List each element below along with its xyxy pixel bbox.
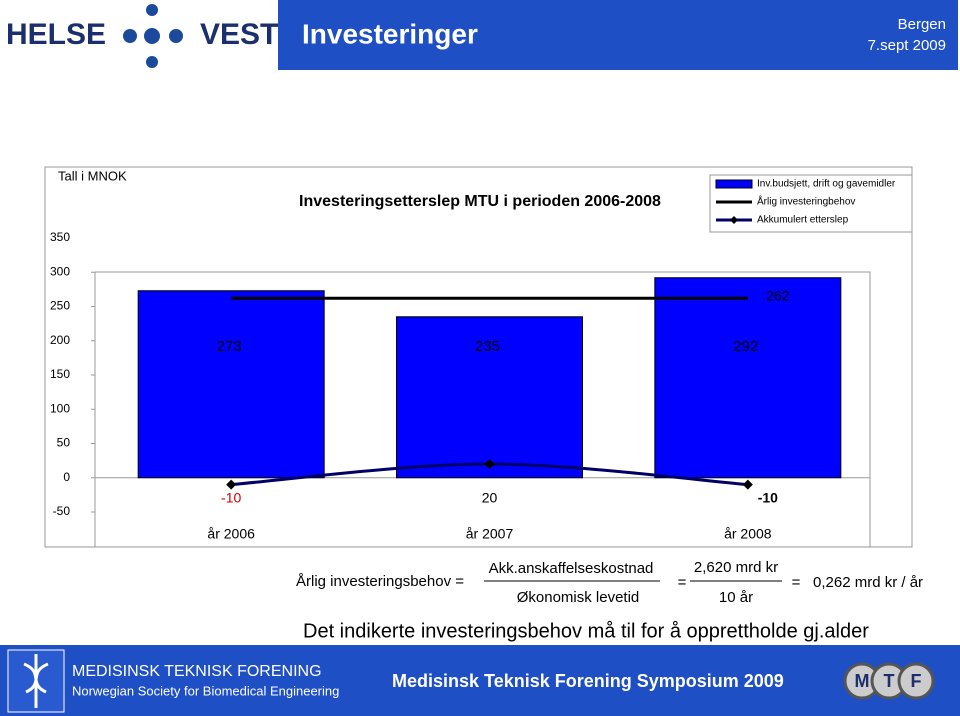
bar [396, 316, 583, 479]
formula-text: Akk.anskaffelseskostnad [489, 560, 654, 577]
y-tick-label: 250 [50, 299, 70, 313]
y-tick-label: 0 [63, 470, 70, 484]
formula-text: 10 år [719, 589, 753, 606]
header-bar [278, 0, 958, 70]
y-tick-label: 50 [57, 436, 71, 450]
value-label: 235 [475, 338, 500, 355]
value-label: 20 [482, 490, 498, 506]
value-label: -10 [758, 490, 778, 506]
statement: Det indikerte investeringsbehov må til f… [303, 620, 869, 642]
chart-title: Investeringsetterslep MTU i perioden 200… [299, 193, 661, 210]
formula-text: Årlig investeringsbehov = [296, 573, 464, 590]
logo-letter: M [855, 671, 870, 691]
legend-marker [730, 216, 738, 224]
x-tick-label: år 2006 [207, 526, 255, 542]
emblem-symbol [23, 654, 49, 708]
value-label: 262 [766, 288, 790, 304]
formula-text: = [678, 574, 687, 591]
logo-text: HELSE [6, 18, 106, 51]
y-tick-label: -50 [53, 504, 71, 518]
formula-text: 0,262 mrd kr / år [813, 574, 923, 591]
logo-text: VEST [200, 18, 278, 51]
place: Bergen [898, 16, 946, 33]
y-tick-label: 100 [50, 401, 70, 415]
footer-org: MEDISINSK TEKNISK FORENING [72, 663, 322, 680]
marker [484, 459, 495, 470]
legend-items: Inv.budsjett, drift og gavemidler Årlig i… [715, 179, 896, 226]
y-tick-label: 150 [50, 367, 70, 381]
value-label: 273 [217, 338, 242, 355]
formula-text: 2,620 mrd kr [694, 559, 778, 576]
logo-dots [123, 4, 183, 68]
bar [654, 277, 842, 479]
footer-bar [0, 645, 960, 716]
plot: -50 0 50 100 150 200 250 300 350 år 2006 år 2007 år… [50, 230, 871, 548]
legend-label: Inv.budsjett, drift og gavemidler [757, 179, 896, 190]
mtf-logo: M T F [843, 662, 935, 700]
value-label: -10 [221, 490, 241, 506]
x-tick-label: år 2007 [466, 526, 514, 542]
y-tick-label: 200 [50, 333, 70, 347]
logo-letter: T [884, 671, 895, 691]
footer-org-en: Norwegian Society for Biomedical Enginee… [72, 683, 339, 698]
legend-label: Årlig investeringbehov [757, 195, 855, 208]
slide-title: Investeringer [302, 18, 478, 49]
legend-swatch [715, 179, 753, 189]
formula-text: = [792, 574, 801, 591]
x-tick-label: år 2008 [724, 526, 772, 542]
legend-label: Akkumulert etterslep [757, 215, 849, 226]
y-tick-label: 300 [50, 264, 70, 278]
date: 7.sept 2009 [868, 37, 946, 54]
logo-letter: F [911, 671, 922, 691]
y-axis-label: Tall i MNOK [58, 168, 127, 183]
bar [137, 290, 325, 479]
y-tick-label: 350 [50, 230, 70, 244]
marker [226, 479, 237, 490]
footer-event: Medisinsk Teknisk Forening Symposium 200… [392, 671, 784, 691]
formula-text: Økonomisk levetid [517, 589, 640, 606]
marker [742, 479, 753, 490]
value-label: 292 [733, 338, 758, 355]
